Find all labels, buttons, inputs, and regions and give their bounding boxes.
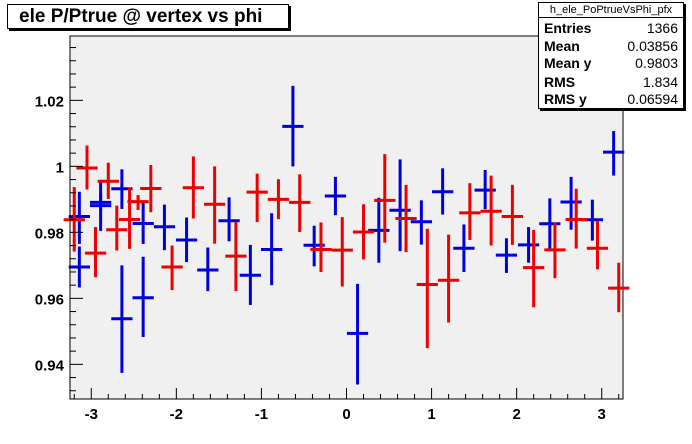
stats-value: 0.06594 [627, 91, 678, 107]
blue-data-point [260, 213, 283, 286]
blue-data-point [111, 265, 133, 373]
blue-data-point [218, 197, 240, 242]
blue-data-point [432, 168, 454, 215]
stats-row-entries: Entries 1366 [544, 20, 678, 37]
blue-data-point [89, 194, 112, 210]
blue-data-point [239, 244, 261, 305]
blue-data-point [68, 246, 90, 288]
red-data-point [182, 156, 204, 219]
stats-key: Entries [544, 20, 592, 36]
stats-row-mean: Mean 0.03856 [544, 38, 678, 55]
blue-data-point [495, 238, 518, 273]
red-data-point [84, 227, 107, 278]
blue-data-point [517, 227, 540, 263]
y-tick-label: 1.02 [35, 93, 64, 110]
red-data-point [523, 230, 545, 308]
red-data-point [544, 222, 566, 279]
red-data-point [459, 183, 481, 240]
blue-data-point [453, 224, 475, 272]
red-data-point [161, 245, 183, 291]
stats-value: 0.03856 [627, 38, 678, 54]
red-data-point [97, 162, 119, 200]
red-data-point [331, 217, 353, 287]
chart-title: ele P/Ptrue @ vertex vs phi [19, 6, 263, 27]
red-data-point [310, 222, 332, 272]
blue-data-point [410, 200, 433, 245]
stats-value: 0.9803 [635, 55, 678, 71]
red-data-point [586, 220, 609, 270]
blue-data-point [346, 283, 369, 385]
red-data-point [246, 173, 268, 223]
red-data-point [76, 145, 98, 190]
stats-histogram-name: h_ele_PoPtrueVsPhi_pfx [539, 3, 683, 18]
blue-data-point [324, 176, 347, 216]
stats-key: RMS y [544, 91, 587, 107]
y-tick-label: 1 [56, 159, 64, 176]
y-tick-label: 0.94 [35, 357, 65, 374]
title-box: ele P/Ptrue @ vertex vs phi [7, 4, 289, 29]
red-data-point [127, 195, 149, 210]
blue-data-point [175, 217, 198, 263]
red-data-point [395, 184, 417, 253]
red-data-point [118, 187, 141, 249]
blue-data-point [153, 204, 176, 251]
red-data-point [267, 179, 290, 220]
blue-data-point [603, 131, 625, 176]
x-tick-label: -1 [255, 406, 268, 423]
x-tick-label: -2 [170, 406, 183, 423]
red-data-point [374, 154, 396, 243]
stats-row-rms: RMS 1.834 [544, 74, 678, 91]
stats-key: RMS [544, 74, 576, 90]
red-data-point [203, 166, 226, 244]
stats-key: Mean [544, 38, 580, 54]
stats-key: Mean y [544, 55, 592, 71]
red-data-point [501, 184, 524, 245]
red-data-point [140, 165, 162, 213]
blue-data-point [68, 191, 90, 244]
x-tick-label: 3 [598, 406, 606, 423]
red-data-point [352, 204, 375, 260]
y-tick-label: 0.98 [35, 225, 64, 242]
red-data-point [225, 221, 247, 292]
x-tick-label: 2 [512, 406, 520, 423]
x-tick-label: -3 [85, 406, 98, 423]
blue-data-point [539, 198, 561, 250]
blue-data-point [197, 247, 219, 292]
red-data-point [608, 262, 630, 313]
red-data-point [565, 188, 587, 249]
plot-frame [69, 35, 624, 400]
stats-row-mean-y: Mean y 0.9803 [544, 55, 678, 72]
blue-data-point [132, 256, 154, 337]
blue-data-point [282, 85, 304, 167]
stats-row-rms-y: RMS y 0.06594 [544, 91, 678, 108]
x-tick-label: 1 [427, 406, 435, 423]
y-tick-label: 0.96 [35, 291, 64, 308]
stats-box: h_ele_PoPtrueVsPhi_pfx Entries 1366 Mean… [538, 2, 684, 109]
red-data-point [416, 228, 438, 349]
red-data-point [289, 174, 311, 233]
x-tick-label: 0 [342, 406, 350, 423]
red-data-point [480, 175, 502, 246]
stats-value: 1.834 [642, 74, 678, 90]
red-data-point [106, 205, 128, 251]
blue-data-point [132, 200, 154, 244]
red-data-point [437, 234, 460, 323]
stats-value: 1366 [646, 20, 678, 36]
